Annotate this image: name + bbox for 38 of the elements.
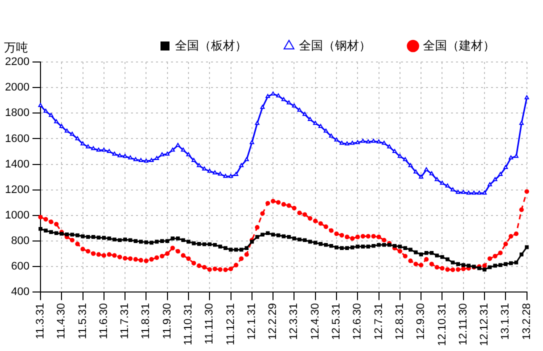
- x-tick-label: 11.4.30: [56, 303, 68, 340]
- x-tick-label: 11.9.30: [161, 303, 174, 340]
- x-tick-label: 12.1.31: [246, 303, 258, 340]
- legend-label: 全国（建材）: [423, 38, 495, 52]
- x-tick-label: 12.9.30: [415, 303, 428, 340]
- x-tick-label: 12.5.31: [330, 303, 343, 340]
- x-tick-label: 12.6.30: [352, 303, 364, 340]
- x-tick-label: 11.5.31: [76, 303, 89, 340]
- x-tick-label: 13.1.31: [500, 303, 512, 340]
- y-tick-label: 1200: [4, 184, 30, 196]
- y-tick-label: 600: [11, 260, 30, 273]
- y-tick-label: 800: [11, 235, 30, 248]
- x-tick-label: 12.7.31: [372, 303, 385, 340]
- x-tick-label: 12.12.31: [478, 303, 491, 346]
- x-tick-label: 11.8.31: [140, 303, 152, 340]
- x-tick-label: 12.4.30: [309, 303, 322, 340]
- x-tick-label: 12.3.31: [288, 303, 300, 340]
- x-tick-label: 12.8.31: [394, 303, 406, 340]
- x-tick-label: 11.3.31: [34, 303, 46, 340]
- y-tick-label: 2200: [4, 56, 30, 68]
- y-tick-label: 1600: [4, 132, 30, 145]
- x-tick-label: 13.2.28: [520, 303, 533, 340]
- legend-label: 全国（钢材）: [299, 38, 371, 52]
- y-tick-label: 1000: [4, 209, 30, 222]
- x-tick-label: 12.2.29: [267, 303, 280, 340]
- x-tick-label: 12.11.30: [457, 303, 470, 346]
- y-tick-label: 1400: [4, 158, 30, 170]
- y-tick-label: 2000: [4, 82, 30, 94]
- x-tick-label: 11.12.31: [224, 303, 237, 346]
- x-tick-label: 11.10.31: [182, 303, 195, 346]
- y-axis-title: 万吨: [4, 40, 28, 54]
- x-tick-label: 12.10.31: [436, 303, 448, 346]
- x-tick-label: 11.11.30: [204, 303, 216, 344]
- y-tick-label: 400: [11, 286, 30, 298]
- legend-label: 全国（板材）: [175, 38, 247, 52]
- x-tick-label: 11.6.30: [98, 303, 110, 340]
- x-tick-label: 11.7.31: [119, 303, 132, 340]
- y-tick-label: 1800: [4, 107, 30, 120]
